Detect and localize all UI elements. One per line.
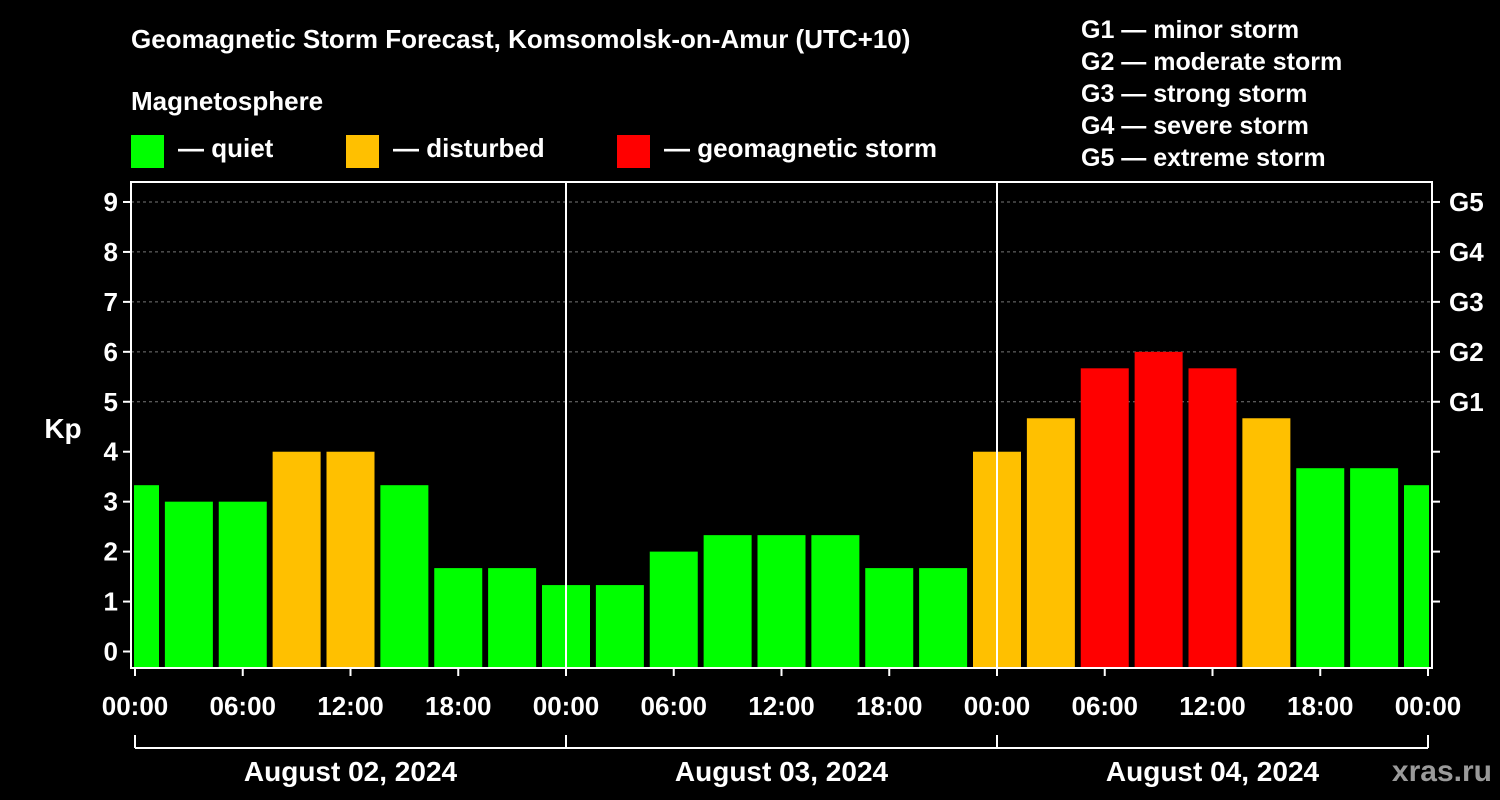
kp-bar	[865, 568, 914, 668]
x-tick-label: 18:00	[1287, 691, 1354, 721]
legend-label-storm: — geomagnetic storm	[664, 133, 938, 163]
y-tick-label: 9	[104, 187, 118, 217]
storm-scale-g4: G4 — severe storm	[1081, 112, 1309, 140]
x-tick-label: 18:00	[856, 691, 923, 721]
x-tick-label: 00:00	[533, 691, 600, 721]
date-label: August 04, 2024	[1106, 756, 1320, 787]
y-tick-label: 3	[104, 487, 118, 517]
y-tick-label: 5	[104, 387, 118, 417]
kp-bar	[218, 501, 267, 668]
storm-scale-g1: G1 — minor storm	[1081, 16, 1300, 44]
y-tick-label: 4	[104, 437, 119, 467]
g-scale-label: G5	[1449, 187, 1484, 217]
kp-bar	[1080, 368, 1129, 668]
y-tick-label: 7	[104, 287, 118, 317]
kp-bar	[757, 535, 806, 668]
legend-heading: Magnetosphere	[131, 86, 324, 116]
kp-bar	[164, 501, 213, 668]
kp-bar	[1026, 418, 1075, 668]
legend-label-quiet: — quiet	[178, 133, 274, 163]
g-scale-label: G3	[1449, 287, 1484, 317]
kp-bar	[811, 535, 860, 668]
storm-scale-list: G1 — minor storm G2 — moderate storm G3 …	[1081, 14, 1342, 174]
kp-bar	[1350, 468, 1399, 668]
x-tick-label: 06:00	[1072, 691, 1139, 721]
legend-swatch-quiet	[131, 135, 164, 168]
date-label: August 03, 2024	[675, 756, 889, 787]
y-tick-label: 0	[104, 637, 118, 667]
kp-bar	[1296, 468, 1345, 668]
g-scale-label: G4	[1449, 237, 1484, 267]
chart-title: Geomagnetic Storm Forecast, Komsomolsk-o…	[131, 24, 911, 54]
kp-bar	[919, 568, 968, 668]
kp-bar	[380, 485, 429, 668]
x-tick-label: 18:00	[425, 691, 492, 721]
x-tick-label: 00:00	[102, 691, 169, 721]
y-axis-label: Kp	[44, 413, 81, 444]
legend-swatch-disturbed	[346, 135, 379, 168]
kp-bar	[1242, 418, 1291, 668]
kp-bar	[272, 451, 321, 668]
y-tick-label: 2	[104, 537, 118, 567]
x-tick-label: 12:00	[317, 691, 384, 721]
date-label: August 02, 2024	[244, 756, 458, 787]
x-tick-label: 12:00	[748, 691, 815, 721]
kp-bar	[649, 551, 698, 668]
g-scale-label: G1	[1449, 387, 1484, 417]
kp-bar	[1134, 351, 1183, 668]
kp-bar	[326, 451, 375, 668]
kp-bar	[134, 485, 159, 668]
y-tick-label: 8	[104, 237, 118, 267]
storm-scale-g3: G3 — strong storm	[1081, 80, 1308, 108]
kp-bar	[1404, 485, 1429, 668]
kp-bar	[434, 568, 483, 668]
y-tick-label: 1	[104, 587, 118, 617]
kp-bar	[1188, 368, 1237, 668]
x-tick-label: 00:00	[1395, 691, 1462, 721]
x-tick-label: 06:00	[641, 691, 708, 721]
kp-bar	[488, 568, 537, 668]
y-tick-label: 6	[104, 337, 118, 367]
x-tick-label: 00:00	[964, 691, 1031, 721]
x-tick-label: 12:00	[1179, 691, 1246, 721]
watermark: xras.ru	[1391, 755, 1492, 788]
legend-label-disturbed: — disturbed	[393, 133, 545, 163]
x-tick-label: 06:00	[210, 691, 277, 721]
kp-bar	[703, 535, 752, 668]
storm-scale-g2: G2 — moderate storm	[1081, 48, 1343, 76]
storm-scale-g5: G5 — extreme storm	[1081, 144, 1326, 172]
kp-bar	[595, 585, 644, 668]
g-scale-label: G2	[1449, 337, 1484, 367]
legend-swatch-storm	[617, 135, 650, 168]
